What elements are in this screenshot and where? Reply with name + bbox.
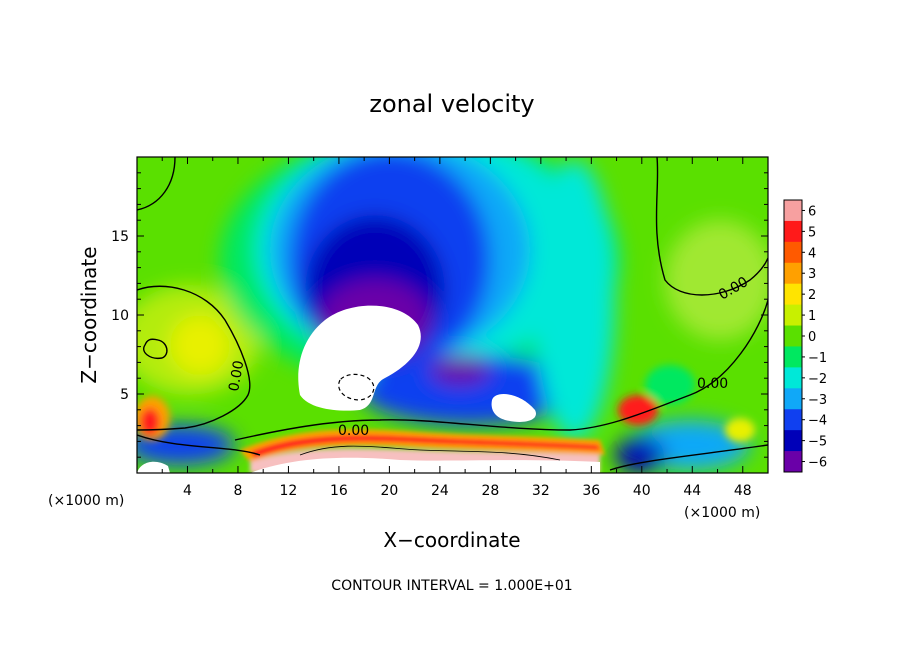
colorbar-label: −5 (808, 435, 827, 450)
colorbar-label: 5 (808, 225, 816, 240)
colorbar-swatch (784, 388, 802, 410)
colorbar-label: −4 (808, 414, 827, 429)
colorbar-label: 0 (808, 330, 816, 345)
field-blobs (137, 157, 768, 473)
x-tick-label: 16 (330, 483, 348, 499)
contour-label: 0.00 (226, 359, 247, 392)
colorbar-swatch (784, 304, 802, 327)
x-tick-label: 32 (532, 483, 550, 499)
contour-interval-note: CONTOUR INTERVAL = 1.000E+01 (331, 578, 572, 594)
x-tick-label: 20 (380, 483, 398, 499)
colorbar-swatch (784, 262, 802, 285)
x-axis-unit-right: (×1000 m) (684, 505, 760, 521)
x-tick-label: 8 (233, 483, 242, 499)
heatmap-field (137, 157, 768, 473)
colorbar-swatch (784, 367, 802, 389)
x-tick-label: 44 (683, 483, 701, 499)
colorbar-swatch (784, 200, 802, 222)
colorbar: 6 5 4 3 2 1 0 −1 −2 −3 −4 −5 −6 (783, 199, 827, 473)
y-tick-label: 5 (120, 387, 129, 403)
colorbar-swatch (784, 430, 802, 452)
colorbar-label: 3 (808, 267, 816, 282)
colorbar-swatch (784, 346, 802, 368)
colorbar-label: 4 (808, 246, 816, 261)
mask-region-bottom (250, 457, 600, 473)
x-tick-label: 36 (582, 483, 600, 499)
colorbar-label: −6 (808, 456, 827, 471)
contour-label: 0.00 (697, 376, 728, 392)
contour-label: 0.00 (338, 423, 369, 439)
x-tick-label: 40 (633, 483, 651, 499)
x-tick-label: 4 (183, 483, 192, 499)
x-tick-label: 24 (431, 483, 449, 499)
colorbar-swatch (784, 451, 802, 473)
colorbar-label: 6 (808, 204, 816, 219)
mask-region-small (491, 394, 536, 422)
chart-title: zonal velocity (369, 90, 534, 118)
x-axis-label: X−coordinate (383, 528, 520, 552)
colorbar-label: −3 (808, 393, 827, 408)
colorbar-label: −2 (808, 372, 827, 387)
colorbar-swatch (784, 241, 802, 264)
y-tick-label: 15 (111, 229, 129, 245)
colorbar-swatch (784, 409, 802, 431)
x-tick-label: 12 (280, 483, 298, 499)
y-axis: 5 10 15 (111, 172, 768, 458)
colorbar-label: 2 (808, 288, 816, 303)
x-tick-label: 48 (734, 483, 752, 499)
contour-dashed (338, 373, 375, 401)
colorbar-label: −1 (808, 351, 827, 366)
x-tick-label: 28 (481, 483, 499, 499)
colorbar-swatch (784, 283, 802, 306)
colorbar-label: 1 (808, 309, 816, 324)
colorbar-swatch (784, 325, 802, 347)
y-tick-label: 10 (111, 308, 129, 324)
y-axis-label: Z−coordinate (77, 246, 101, 383)
x-axis-unit-left: (×1000 m) (48, 493, 124, 509)
x-axis: 4 8 12 16 20 24 28 32 36 40 44 48 (161, 157, 752, 499)
contour-lines (137, 157, 768, 471)
mask-region-main (298, 305, 421, 411)
colorbar-swatch (784, 220, 802, 243)
